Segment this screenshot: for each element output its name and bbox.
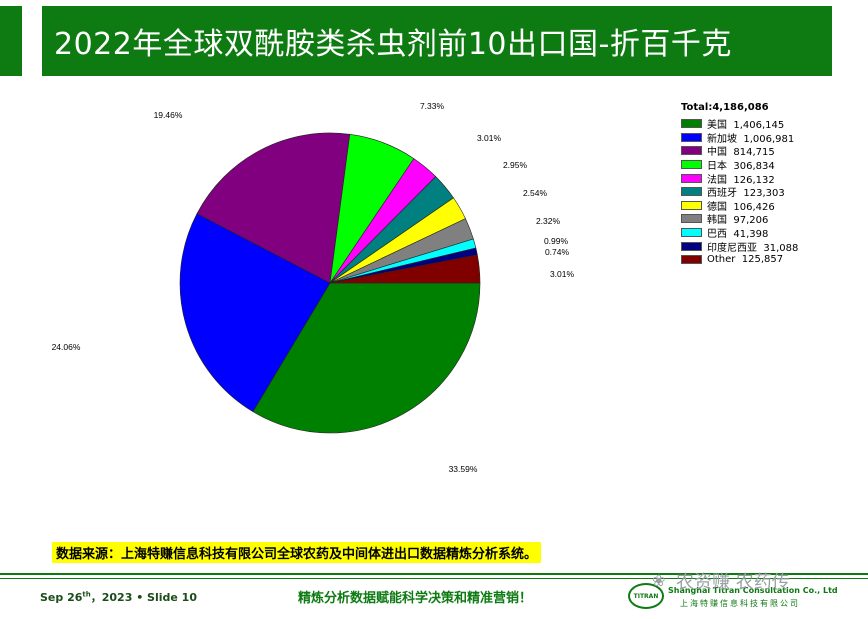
pie-percent-label-11: 3.01%: [550, 269, 575, 279]
pie-percent-label-6: 2.95%: [503, 160, 528, 170]
pie-percent-label-10: 0.74%: [545, 247, 570, 257]
legend-label: 美国 1,406,145: [707, 120, 785, 132]
legend-swatch: [681, 132, 702, 142]
slide-title: 2022年全球双酰胺类杀虫剂前10出口国-折百千克: [54, 27, 732, 62]
legend-swatch: [681, 173, 702, 183]
legend-swatch: [681, 187, 702, 197]
legend-label: 巴西 41,398: [707, 229, 769, 241]
wechat-icon: ❀: [652, 571, 666, 590]
pie-slice-3: [196, 132, 351, 284]
pie-percent-label-4: 7.33%: [420, 101, 445, 111]
legend-swatch: [681, 228, 702, 238]
legend-label: 韩国 97,206: [707, 215, 769, 227]
legend-swatch: [681, 146, 702, 156]
legend-item-5: 法国 126,132: [681, 171, 861, 186]
title-bar: 2022年全球双酰胺类杀虫剂前10出口国-折百千克: [42, 6, 832, 76]
data-source-note: 数据来源：上海特赚信息科技有限公司全球农药及中间体进出口数据精炼分析系统。: [52, 542, 542, 563]
legend-label: 法国 126,132: [707, 174, 775, 186]
legend-item-9: 巴西 41,398: [681, 226, 861, 240]
legend-item-2: 新加坡 1,006,981: [681, 131, 861, 145]
pie-percent-label-1: 33.59%: [449, 464, 478, 474]
title-accent-bar: [0, 6, 22, 76]
legend-label: 日本 306,834: [707, 161, 775, 173]
legend-total: Total:4,186,086: [681, 102, 769, 113]
footer-date: Sep 26th，2023 • Slide 10: [40, 590, 197, 604]
company-name-en: Shanghai Titran Consultation Co., Ltd: [668, 586, 838, 595]
legend-label: 德国 106,426: [707, 201, 775, 213]
pie-percent-label-7: 2.54%: [523, 188, 548, 198]
legend-item-10: 印度尼西亚 31,088: [681, 239, 861, 254]
legend-item-11: Other 125,857: [681, 253, 861, 267]
company-name-cn: 上海特赚信息科技有限公司: [680, 599, 800, 608]
pie-percent-label-8: 2.32%: [536, 216, 561, 226]
pie-percent-label-5: 3.01%: [477, 133, 502, 143]
legend-swatch: [681, 214, 702, 224]
legend-label: 西班牙 123,303: [707, 188, 785, 200]
legend-swatch: [681, 241, 702, 251]
footer-slogan: 精炼分析数据赋能科学决策和精准营销！: [298, 591, 533, 606]
pie-slice-1: [252, 282, 481, 434]
legend-item-7: 德国 106,426: [681, 199, 861, 213]
legend-swatch: [681, 255, 702, 265]
legend-swatch: [681, 200, 702, 210]
legend-item-4: 日本 306,834: [681, 158, 861, 172]
legend-label: 中国 814,715: [707, 147, 775, 159]
watermark: 农资赚 农药传: [676, 572, 790, 593]
legend-swatch: [681, 119, 702, 129]
pie-slice-2: [179, 213, 331, 413]
footer-divider-bottom: [0, 578, 868, 579]
legend-label: 印度尼西亚 31,088: [707, 242, 799, 254]
footer-divider-top: [0, 573, 868, 575]
pie-percent-label-9: 0.99%: [544, 236, 569, 246]
legend-item-3: 中国 814,715: [681, 144, 861, 158]
pie-slice-11: [329, 254, 481, 284]
legend-label: Other 125,857: [707, 254, 784, 266]
legend-item-8: 韩国 97,206: [681, 212, 861, 226]
pie-percent-label-3: 19.46%: [154, 110, 183, 120]
legend-swatch: [681, 160, 702, 170]
pie-percent-label-2: 24.06%: [52, 342, 81, 352]
legend-item-6: 西班牙 123,303: [681, 185, 861, 199]
legend-label: 新加坡 1,006,981: [707, 133, 795, 145]
chart-legend: Total:4,186,086 美国 1,406,145 新加坡 1,006,98…: [681, 102, 861, 267]
pie-chart: 33.59% 24.06% 19.46% 7.33% 3.01% 2.95% 2.54% 2.…: [52, 101, 575, 474]
legend-item-1: 美国 1,406,145: [681, 117, 861, 131]
titran-logo: TITRAN: [628, 583, 664, 609]
